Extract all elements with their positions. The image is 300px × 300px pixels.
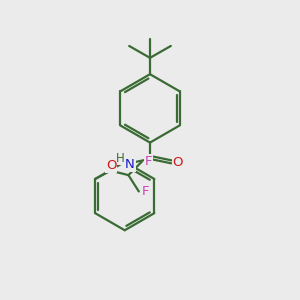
- Text: O: O: [106, 159, 116, 172]
- Text: F: F: [145, 155, 152, 168]
- Text: N: N: [125, 158, 135, 171]
- Text: F: F: [142, 185, 149, 198]
- Text: O: O: [173, 156, 183, 169]
- Text: H: H: [116, 152, 125, 164]
